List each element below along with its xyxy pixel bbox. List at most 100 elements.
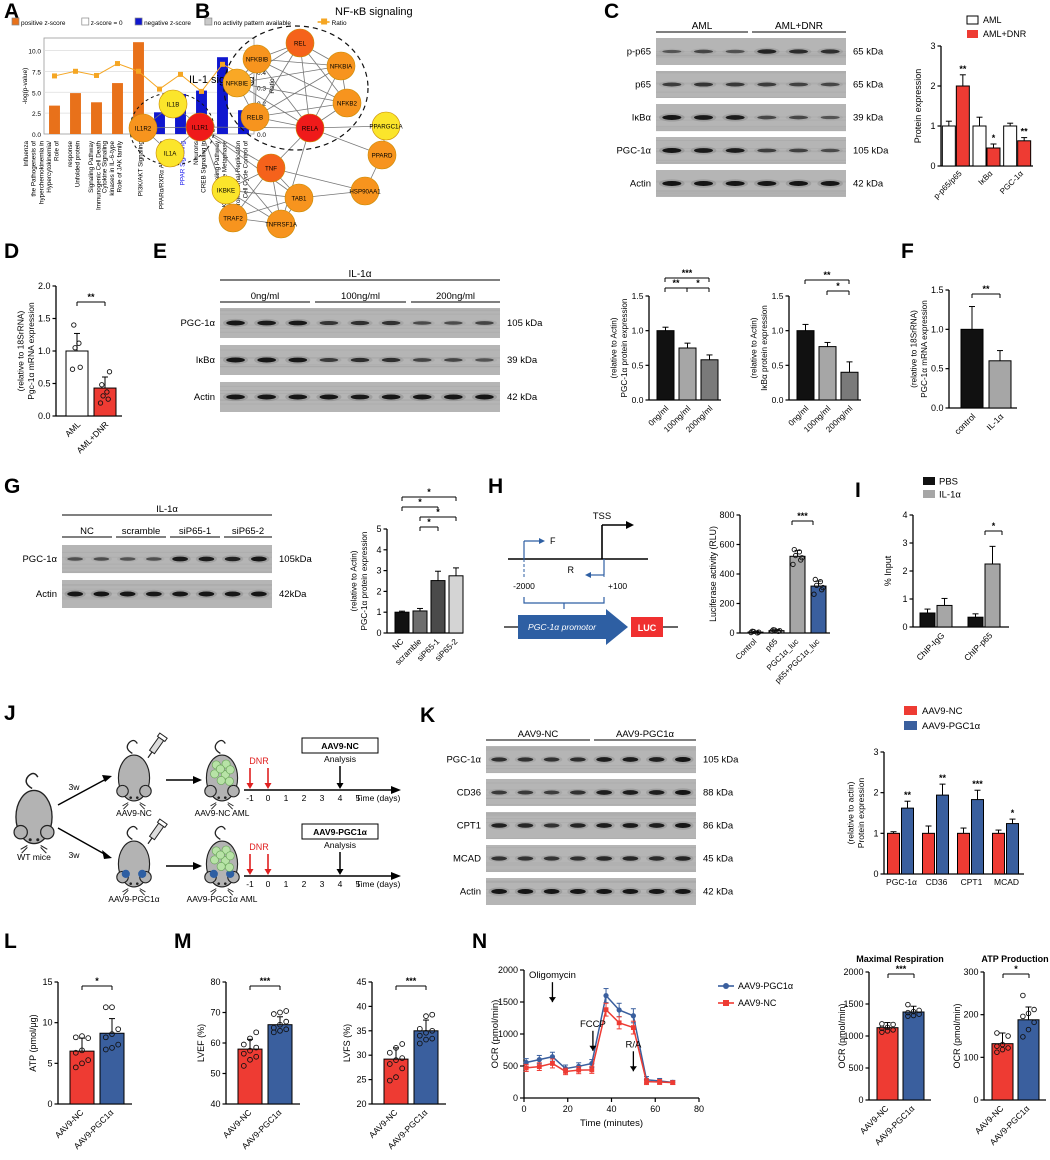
network-node[interactable]: IL1A — [156, 139, 184, 167]
network-node[interactable]: NFKBIE — [223, 69, 251, 97]
significance-marker: * — [95, 976, 99, 986]
panel-e-ikba-chart: 0.00.51.01.5IκBα protein expression(rela… — [745, 268, 880, 468]
blot-group-label: AML+DNR — [775, 21, 823, 32]
x-tick-label: 80 — [694, 1104, 704, 1114]
panel-h-diagram: TSS F R -2000 +100 PGC-1α promotor LUC — [498, 497, 698, 657]
panel-g-chart: 0 1 2 3 4 5 PGC-1α protein expression (relative… — [345, 487, 490, 682]
significance-marker: ** — [823, 270, 831, 280]
panel-m-lvef-chart: 4050607080LVEF (%)AAV9-NCAAV9-PGC1α*** — [182, 960, 332, 1155]
node-label: TRAF2 — [223, 216, 243, 223]
significance-marker: *** — [797, 511, 808, 521]
network-node[interactable]: NFKBIB — [243, 45, 271, 73]
bar — [923, 833, 935, 874]
panel-n-chart-maximal-respiration: 0 500 1000 1500 2000 OCR (pmol/min) Maximal Re… — [825, 946, 945, 1156]
network-node[interactable]: IL1R1 — [186, 113, 214, 141]
y-axis-label: PGC-1α mRNA expression — [920, 300, 929, 398]
bar — [937, 605, 952, 627]
duration-label: 3w — [69, 850, 81, 860]
blot-mw-label: 105 kDa — [853, 146, 889, 157]
time-axis-label: Time (days) — [356, 793, 401, 803]
panel-e-charts: 0.0 0.5 1.0 1.5 PGC-1α protein expression (re… — [605, 268, 875, 468]
timeline-tick: 4 — [338, 879, 343, 889]
blot-row-label: CPT1 — [457, 821, 481, 832]
significance-marker: ** — [939, 773, 947, 783]
network-node[interactable]: HSP90AA1 — [349, 177, 381, 205]
node-label: TNFRSF1A — [265, 222, 298, 229]
analysis-label: Analysis — [324, 754, 356, 764]
network-node[interactable]: IKBKE — [212, 176, 240, 204]
blot-row-label: Actin — [194, 392, 215, 403]
panel-k: K AAV9-NC AAV9-PGC1α PGC-1α 105 kDa CD36 88 k… — [410, 690, 1050, 930]
network-node[interactable]: IL1B — [159, 90, 187, 118]
mouse-experiment-schematic: WT mice3w3wAAV9-NC AAV9-NC AML-1 0 1 2 3 4 5Tim… — [0, 680, 420, 925]
significance-marker: *** — [260, 976, 271, 986]
bar — [811, 586, 826, 633]
legend-label: AML+DNR — [983, 29, 1027, 39]
network-node[interactable]: NFKB2 — [333, 89, 361, 117]
node-label: PPARGC1A — [369, 124, 403, 131]
mouse-icon — [205, 740, 239, 809]
network-node[interactable]: NFKBIA — [327, 52, 355, 80]
network-node[interactable]: REL — [286, 29, 314, 57]
y-tick-label: 2 — [376, 586, 381, 596]
dnr-label: DNR — [249, 756, 269, 766]
panel-g: G NC scramble siP65-1 siP65-2 IL-1α PGC-1α 105… — [0, 475, 490, 680]
x-tick-label: ChIP-IgG — [914, 630, 946, 662]
significance-marker: * — [427, 487, 431, 497]
node-label: IL1R1 — [192, 125, 209, 132]
significance-marker: ** — [959, 64, 967, 74]
network-node[interactable]: RELA — [296, 114, 324, 142]
y-axis-label: (relative to Actin) — [750, 317, 759, 378]
x-tick-label: PGC-1α — [886, 877, 917, 887]
timeline-tick: 0 — [266, 793, 271, 803]
network-node[interactable]: TNF — [257, 154, 285, 182]
blot-group-label: siP65-2 — [232, 526, 264, 537]
network-node[interactable]: PPARD — [368, 141, 396, 169]
y-axis-label: ATP (pmol/μg) — [28, 1014, 38, 1071]
y-tick-label: 0.5 — [632, 360, 644, 370]
x-tick-label: Control — [734, 637, 759, 662]
x-tick-label: control — [952, 411, 977, 436]
x-tick-label: 40 — [606, 1104, 616, 1114]
blot-group-label: 100ng/ml — [341, 291, 380, 302]
network-node[interactable]: TRAF2 — [219, 204, 247, 232]
blot-group-label: 200ng/ml — [436, 291, 475, 302]
bar — [920, 613, 935, 627]
start-label: WT mice — [17, 852, 51, 862]
blot-row-label: PGC-1α — [22, 554, 57, 565]
panel-h: H TSS F R -2000 +100 PGC-1α promotor LUC 0 200 4… — [488, 475, 848, 680]
y-axis-label: (relative to 18SrRNA) — [16, 310, 26, 391]
bar — [961, 329, 983, 408]
panel-d: D 0.0 0.5 1.0 1.5 2.0 Pgc-1α mRNA expression(… — [0, 240, 160, 475]
panel-m-chart-lvef: 40 50 60 70 80 LVEF (%) AAV9-NC AAV9-PGC1α *** — [182, 960, 332, 1155]
blot-row-label: PGC-1α — [180, 318, 215, 329]
network-node[interactable]: IL1R2 — [129, 114, 157, 142]
chart-title: Maximal Respiration — [856, 954, 944, 964]
x-tick-label: p-p65/p65 — [932, 169, 964, 201]
blot-top-label: IL-1α — [156, 504, 178, 515]
y-tick-label: 500 — [848, 1063, 863, 1073]
network-node[interactable]: TNFRSF1A — [265, 210, 298, 238]
network-node[interactable]: RELB — [241, 103, 269, 131]
blot-mw-label: 105kDa — [279, 554, 312, 565]
significance-marker: ** — [1021, 127, 1029, 137]
blot-mw-label: 65 kDa — [853, 80, 884, 91]
y-tick-label: 40 — [356, 1001, 366, 1011]
timeline-tick: 1 — [284, 793, 289, 803]
panel-k-bar-chart: 0123Protein expression(relative to actin… — [840, 704, 1050, 929]
y-axis-label: Protein expression — [856, 778, 866, 849]
panel-j-diagram: WT mice 3w 3w AAV9-NC AAV9-NC AML -1 0 1 2 3 4 5 Tim… — [0, 680, 420, 925]
y-tick-label: 2 — [902, 566, 907, 576]
node-label: IKBKE — [217, 188, 235, 195]
panel-i: I 0 1 2 3 4 % Input ChIP-IgG ChIP-p65 * PBS IL-1α — [855, 475, 1050, 680]
x-tick-label: 20 — [563, 1104, 573, 1114]
y-tick-label: 2000 — [498, 965, 518, 975]
panel-e-western-blot: 0ng/ml 100ng/ml 200ng/ml IL-1α PGC-1α 105 kDa… — [150, 262, 600, 452]
bar — [903, 1012, 924, 1100]
y-tick-label: 2000 — [843, 967, 863, 977]
network-node[interactable]: PPARGC1A — [369, 112, 403, 140]
network-node[interactable]: TAB1 — [285, 184, 313, 212]
annotation-label: FCCP — [580, 1019, 606, 1030]
y-tick-label: 1 — [930, 121, 935, 131]
panel-g-western-blot: NC scramble siP65-1 siP65-2 IL-1α PGC-1α 105kD… — [0, 493, 330, 653]
